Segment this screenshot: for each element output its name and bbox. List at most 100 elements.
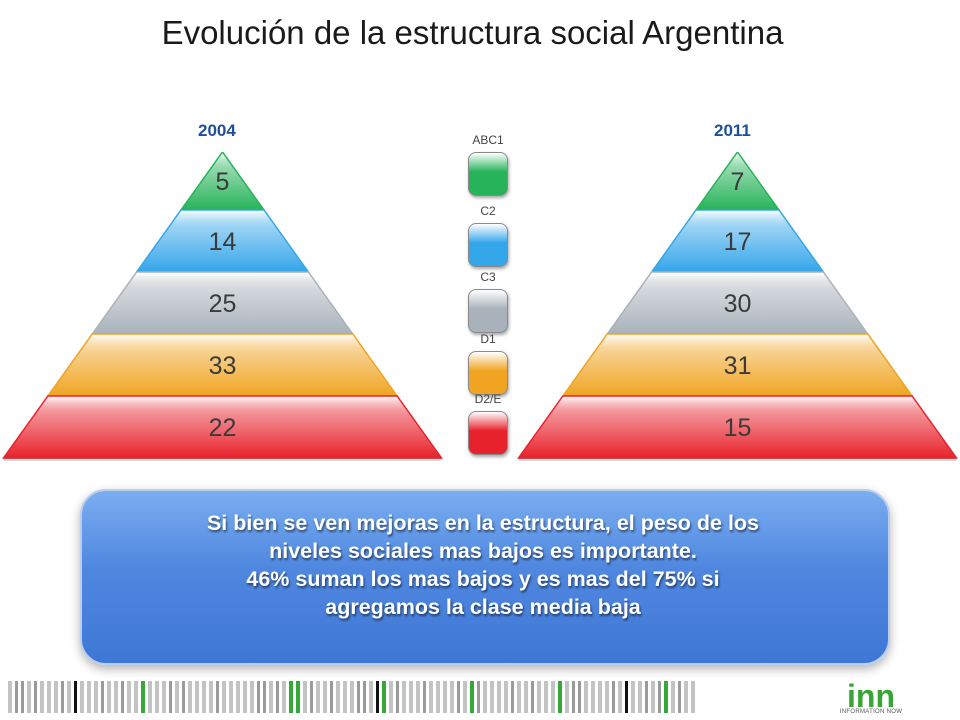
barcode-stripe	[343, 681, 347, 713]
barcode-stripe	[524, 681, 528, 713]
barcode-stripe	[94, 681, 98, 713]
barcode-stripe	[357, 681, 360, 713]
pyramid-2004-value-d2e: 22	[209, 414, 237, 442]
barcode-stripe	[490, 681, 494, 713]
barcode-stripe	[107, 681, 111, 713]
barcode-stripe	[558, 681, 562, 713]
barcode-stripe	[296, 681, 300, 713]
legend-item-d2e: D2/E	[465, 391, 511, 455]
barcode-stripe	[537, 681, 541, 713]
legend-swatch-d1	[468, 351, 508, 395]
barcode-stripe	[631, 681, 635, 713]
barcode-stripe	[54, 681, 58, 713]
barcode-stripe	[80, 681, 84, 713]
barcode-stripe	[591, 681, 595, 713]
barcode-stripe	[216, 681, 219, 713]
legend-item-c2: C2	[465, 203, 511, 267]
barcode-stripe	[517, 681, 521, 713]
barcode-stripe	[483, 681, 487, 713]
barcode-stripe	[74, 681, 77, 713]
legend-swatch-c3	[468, 289, 508, 333]
pyramid-2011-segment-d2e	[517, 395, 958, 459]
barcode-stripe	[222, 681, 226, 713]
barcode-stripe	[450, 681, 454, 713]
barcode-stripe	[382, 681, 386, 713]
barcode-stripe	[638, 681, 642, 713]
barcode-stripe	[34, 681, 37, 713]
barcode-stripe	[148, 681, 152, 713]
barcode-stripe	[323, 681, 327, 713]
barcode-stripe	[330, 681, 333, 713]
pyramid-2004-value-abc1: 5	[216, 168, 230, 196]
barcode-stripe	[470, 681, 474, 713]
callout-line-4: agregamos la clase media baja	[325, 595, 641, 619]
barcode-stripe	[15, 681, 18, 713]
barcode-stripe	[336, 681, 340, 713]
barcode-stripe	[625, 681, 628, 713]
barcode-stripe	[605, 681, 609, 713]
barcode-stripe	[289, 681, 293, 713]
barcode-stripe	[269, 681, 273, 713]
barcode-stripe	[443, 681, 447, 713]
legend-label-c2: C2	[480, 204, 496, 218]
barcode-stripe	[121, 681, 124, 713]
barcode-stripe	[416, 681, 420, 713]
logo-subtext: INFORMATION NOW	[839, 709, 903, 715]
barcode-stripe	[544, 681, 548, 713]
barcode-stripe	[363, 681, 366, 713]
barcode-stripe	[8, 681, 12, 713]
barcode-stripe	[429, 681, 433, 713]
year-label-2004: 2004	[198, 121, 236, 140]
barcode-stripe	[584, 681, 588, 713]
pyramid-2004-shadow	[3, 458, 442, 461]
barcode-stripe	[402, 681, 406, 713]
barcode-stripe	[369, 681, 373, 713]
pyramid-2011-value-d1: 31	[724, 352, 752, 380]
barcode-stripe	[350, 681, 354, 713]
barcode-stripe	[27, 681, 31, 713]
pyramid-2004-segment-d2e	[2, 395, 443, 459]
pyramid-2011: 7 17 30 31 15	[517, 152, 958, 461]
barcode-stripe	[282, 681, 286, 713]
pyramid-2004: 5 14 25 33 22	[2, 152, 443, 461]
barcode-stripe	[162, 681, 166, 713]
barcode-stripe	[396, 681, 399, 713]
barcode-stripe	[531, 681, 534, 713]
barcode-stripe	[651, 681, 655, 713]
barcode-stripe	[250, 681, 254, 713]
barcode-stripe	[658, 681, 661, 713]
barcode-stripe	[188, 681, 192, 713]
pyramid-2011-value-c3: 30	[724, 290, 752, 318]
legend-swatch-abc1	[468, 152, 508, 196]
barcode-stripe	[40, 681, 44, 713]
legend-label-d2e: D2/E	[474, 392, 502, 406]
barcode-stripe	[678, 681, 681, 713]
barcode-stripe	[276, 681, 279, 713]
barcode-stripe	[457, 681, 460, 713]
barcode-stripe	[209, 681, 213, 713]
legend-label-d1: D1	[480, 332, 496, 346]
pyramid-2004-value-c2: 14	[209, 228, 237, 256]
pyramid-2011-value-abc1: 7	[731, 168, 745, 196]
inn-logo: inn	[847, 680, 895, 714]
barcode-stripe	[618, 681, 622, 713]
barcode-stripe	[243, 681, 247, 713]
barcode-stripe	[645, 681, 648, 713]
callout-text: Si bien se ven mejoras en la estructura,…	[80, 509, 886, 621]
legend-item-c3: C3	[465, 269, 511, 333]
callout-line-3: 46% suman los mas bajos y es mas del 75%…	[246, 567, 720, 591]
pyramid-2011-shadow	[518, 458, 957, 461]
barcode-stripe	[195, 681, 199, 713]
barcode-stripe	[155, 681, 159, 713]
barcode-stripe	[101, 681, 104, 713]
barcode-stripe	[67, 681, 71, 713]
barcode-stripe	[436, 681, 440, 713]
legend-item-abc1: ABC1	[465, 132, 511, 196]
barcode-stripe	[303, 681, 307, 713]
barcode-stripe	[497, 681, 501, 713]
legend-swatch-d2e	[468, 411, 508, 455]
barcode-stripe	[175, 681, 179, 713]
barcode-stripe	[511, 681, 514, 713]
barcode-stripe	[127, 681, 131, 713]
barcode-stripe	[87, 681, 91, 713]
